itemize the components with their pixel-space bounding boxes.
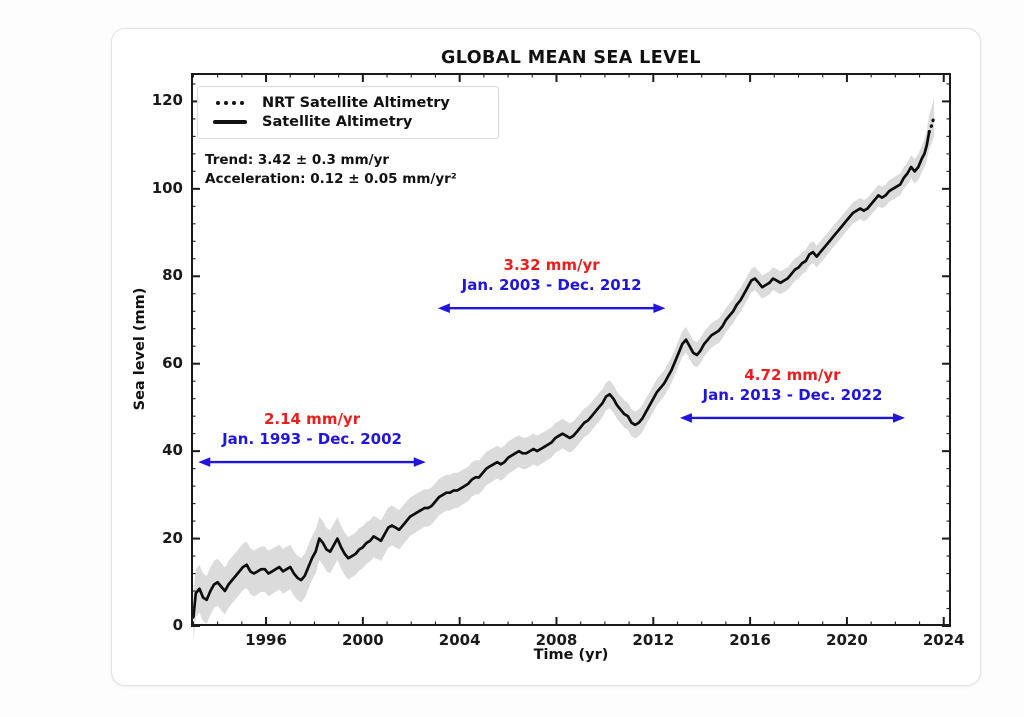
y-tick-label: 100 bbox=[151, 178, 183, 197]
annotation-rate: 2.14 mm/yr bbox=[263, 410, 361, 429]
legend-item-label: NRT Satellite Altimetry bbox=[262, 94, 450, 111]
chart-title: GLOBAL MEAN SEA LEVEL bbox=[441, 48, 701, 68]
dotted-line-icon bbox=[208, 100, 252, 105]
x-tick-label: 1996 bbox=[245, 631, 287, 649]
annotation-period-2013-2022: 4.72 mm/yr Jan. 2013 - Dec. 2022 bbox=[632, 365, 952, 405]
annotation-range: Jan. 1993 - Dec. 2002 bbox=[222, 430, 402, 449]
x-tick-label: 2020 bbox=[826, 631, 868, 649]
acceleration-line: Acceleration: 0.12 ± 0.05 mm/yr² bbox=[205, 171, 457, 187]
x-tick-label: 2008 bbox=[535, 631, 578, 649]
y-tick-label: 40 bbox=[162, 441, 183, 460]
y-tick-label: 0 bbox=[172, 616, 183, 634]
y-tick-label: 80 bbox=[162, 266, 183, 285]
x-tick-label: 2000 bbox=[341, 631, 384, 649]
trend-line: Trend: 3.42 ± 0.3 mm/yr bbox=[205, 152, 390, 168]
plot-area: NRT Satellite Altimetry Satellite Altime… bbox=[152, 73, 965, 649]
x-tick-label: 2024 bbox=[922, 631, 965, 649]
annotation-range: Jan. 2003 - Dec. 2012 bbox=[461, 276, 642, 295]
legend-item-satellite: Satellite Altimetry bbox=[208, 113, 488, 133]
x-axis-label: Time (yr) bbox=[533, 647, 609, 663]
trend-stats: Trend: 3.42 ± 0.3 mm/yr Acceleration: 0.… bbox=[205, 151, 457, 189]
x-tick-label: 2016 bbox=[729, 631, 771, 649]
legend: NRT Satellite Altimetry Satellite Altime… bbox=[197, 86, 499, 139]
x-tick-label: 2004 bbox=[438, 631, 481, 649]
annotation-rate: 4.72 mm/yr bbox=[744, 365, 841, 384]
annotation-range: Jan. 2013 - Dec. 2022 bbox=[702, 385, 883, 404]
solid-line-icon bbox=[208, 120, 252, 125]
annotation-period-2003-2012: 3.32 mm/yr Jan. 2003 - Dec. 2012 bbox=[392, 255, 712, 295]
y-tick-label: 60 bbox=[162, 353, 183, 372]
y-axis-label: Sea level (mm) bbox=[132, 287, 148, 411]
y-tick-label: 120 bbox=[151, 91, 183, 110]
legend-item-nrt: NRT Satellite Altimetry bbox=[208, 93, 488, 113]
annotation-period-1993-2002: 2.14 mm/yr Jan. 1993 - Dec. 2002 bbox=[152, 409, 472, 449]
chart-canvas bbox=[191, 73, 951, 642]
x-tick-label: 2012 bbox=[632, 631, 675, 649]
y-tick-label: 20 bbox=[162, 528, 183, 547]
chart-card: GLOBAL MEAN SEA LEVEL NRT Satellite Alti… bbox=[111, 28, 981, 686]
annotation-rate: 3.32 mm/yr bbox=[503, 256, 600, 275]
legend-item-label: Satellite Altimetry bbox=[262, 114, 413, 131]
